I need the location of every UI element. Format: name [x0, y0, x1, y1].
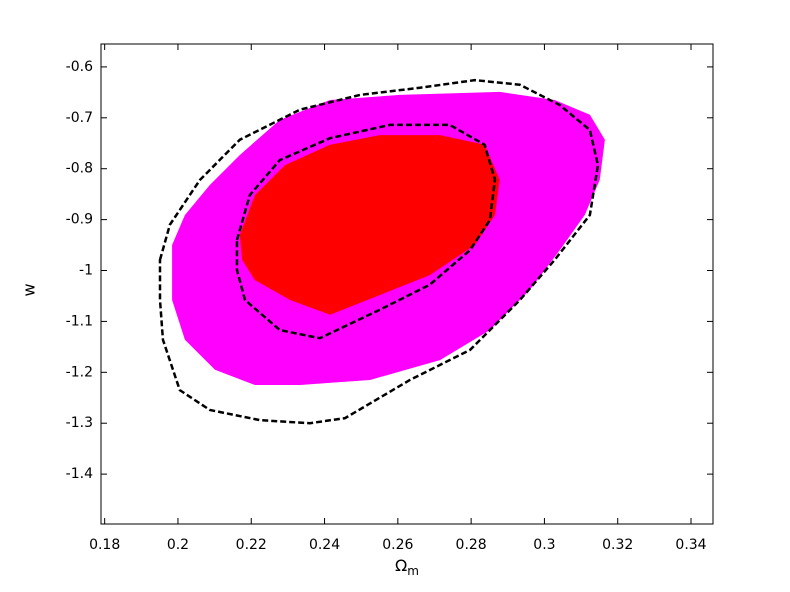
x-tick-label: 0.28 [456, 537, 487, 553]
x-tick-label: 0.26 [382, 537, 413, 553]
x-tick-label: 0.32 [602, 537, 633, 553]
y-tick-label: -1 [79, 263, 93, 279]
x-axis-label: Ωm [395, 556, 419, 578]
x-tick-label: 0.2 [167, 537, 189, 553]
x-tick-label: 0.18 [89, 537, 120, 553]
y-axis-label: w [20, 283, 39, 296]
x-label-symbol: Ω [395, 556, 407, 575]
x-tick-label: 0.24 [309, 537, 340, 553]
contour [235, 123, 497, 340]
y-tick-label: -1.3 [66, 415, 93, 431]
x-tick-label: 0.34 [675, 537, 706, 553]
x-tick-label: 0.22 [236, 537, 267, 553]
contour [158, 78, 600, 425]
y-tick-label: -0.7 [66, 110, 93, 126]
plot-frame [100, 43, 714, 525]
y-tick-label: -1.1 [66, 313, 93, 329]
x-tick-label: 0.3 [533, 537, 555, 553]
y-tick-label: -0.6 [66, 59, 93, 75]
y-tick-label: -1.4 [66, 466, 93, 482]
y-tick-label: -0.8 [66, 161, 93, 177]
y-tick-label: -0.9 [66, 212, 93, 228]
contour [239, 135, 500, 315]
y-tick-label: -1.2 [66, 364, 93, 380]
x-label-subscript: m [407, 564, 419, 578]
